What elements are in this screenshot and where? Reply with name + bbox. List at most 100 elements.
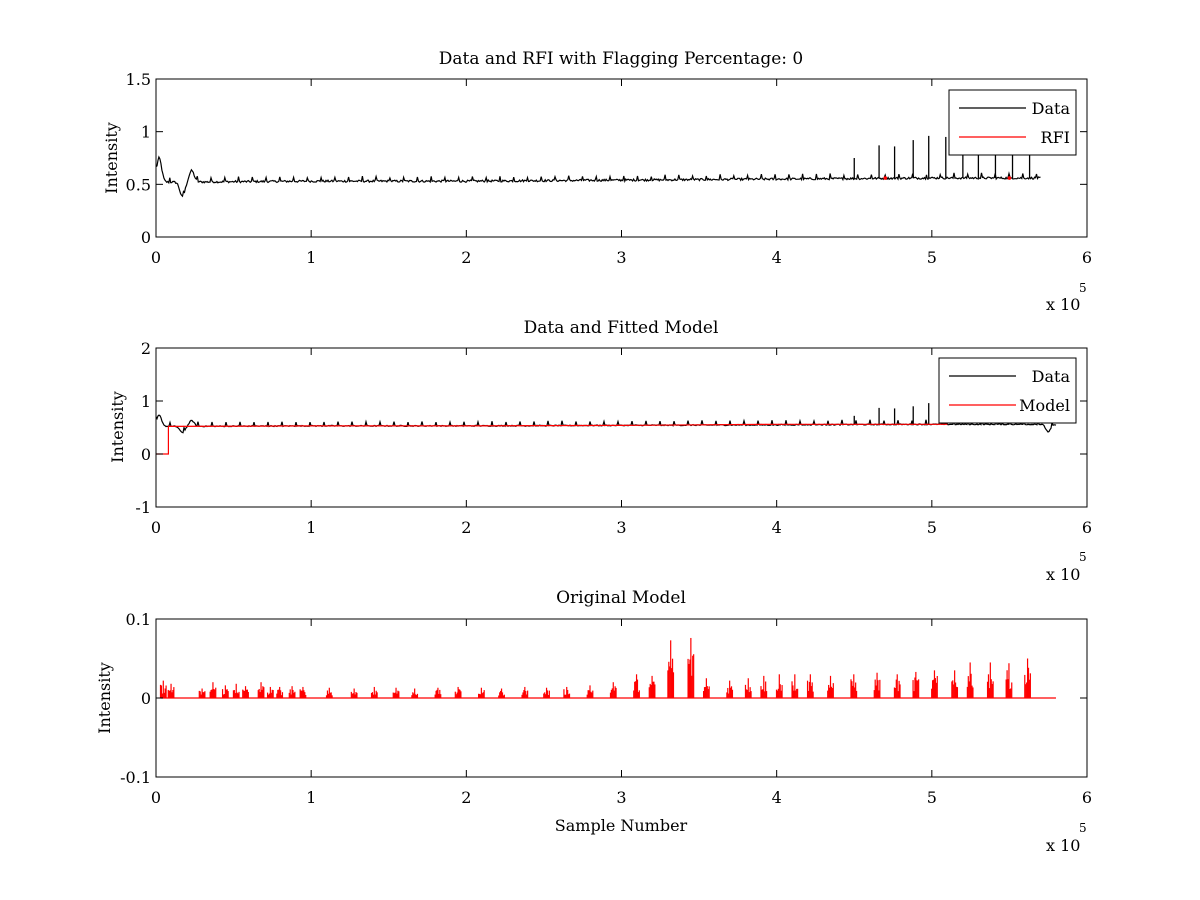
- panel-2-xtick-label-3: 3: [616, 518, 626, 537]
- panel-3-spike-cluster-36: [806, 674, 814, 698]
- panel-3-spike-cluster-4: [221, 685, 229, 698]
- panel-2-traces: [156, 403, 1057, 455]
- panel-1-legend-label-1: RFI: [1041, 128, 1070, 147]
- panel-2-ylabel: Intensity: [108, 391, 127, 463]
- panel-3-spike-cluster-19: [477, 687, 485, 698]
- panel-3-spike-cluster-8: [266, 686, 274, 698]
- panel-3-xtick-label-2: 2: [461, 788, 471, 807]
- panel-3-traces: [159, 637, 1056, 699]
- panel-3-spike-cluster-28: [667, 640, 675, 698]
- panel-2-xtick-label-6: 6: [1082, 518, 1092, 537]
- panel-3-spike-cluster-13: [350, 688, 358, 698]
- panel-2-series-model-line: [156, 423, 948, 455]
- panel-3-spike-cluster-43: [951, 670, 959, 698]
- panel-2-legend: Data Model: [938, 357, 1077, 424]
- panel-2-xtick-label-2: 2: [461, 518, 471, 537]
- panel-1-xtick-label-4: 4: [772, 248, 782, 267]
- panel-1-xtick-label-3: 3: [616, 248, 626, 267]
- panel-3-spike-cluster-24: [586, 685, 594, 698]
- panel-1-x-multiplier: x 10: [1046, 295, 1080, 314]
- panel-3-spike-cluster-6: [242, 686, 249, 698]
- panel-3-plot-area: 0 1 2 3 4 5 6-0.100.1: [120, 610, 1092, 807]
- panel-1-xtick-label-5: 5: [927, 248, 937, 267]
- panel-1-xtick-label-2: 2: [461, 248, 471, 267]
- panel-3-spike-cluster-5: [232, 683, 240, 698]
- panel-2-xtick-label-1: 1: [306, 518, 316, 537]
- panel-1-series-rfi-point-1: [1007, 176, 1012, 180]
- panel-3-xlabel: Sample Number: [555, 816, 688, 835]
- panel-3-xtick-label-6: 6: [1082, 788, 1092, 807]
- panel-1-title: Data and RFI with Flagging Percentage: 0: [439, 49, 803, 69]
- panel-1-legend-label-0: Data: [1032, 99, 1071, 118]
- panel-3-spike-cluster-40: [893, 674, 901, 698]
- panel-3-spike-cluster-31: [726, 680, 734, 698]
- panel-3-spike-cluster-41: [912, 671, 920, 698]
- panel-3-spike-cluster-23: [563, 686, 571, 698]
- panel-3-spike-cluster-10: [288, 686, 296, 698]
- panel-3-xtick-label-5: 5: [927, 788, 937, 807]
- panel-3-spike-cluster-2: [198, 688, 206, 698]
- panel-1-ytick-label-3: 1.5: [126, 70, 151, 89]
- panel-3-spike-cluster-14: [370, 686, 378, 698]
- panel-1-x-multiplier-exponent: 5: [1079, 281, 1087, 295]
- panel-3-title: Original Model: [556, 588, 686, 608]
- panel-2-title: Data and Fitted Model: [524, 318, 719, 338]
- panel-3-spike-cluster-37: [827, 675, 834, 698]
- panel-3-xtick-label-0: 0: [151, 788, 161, 807]
- panel-3-spike-cluster-7: [257, 682, 265, 698]
- panel-1-plot-area: 0 1 2 3 4 5 6 0 0.5 1 1.5 Data RFI: [126, 70, 1093, 267]
- panel-3-spike-cluster-34: [775, 674, 783, 698]
- panel-3-spike-cluster-9: [276, 686, 284, 698]
- panel-3-spike-cluster-25: [609, 682, 617, 698]
- panel-3-spike-cluster-32: [744, 678, 752, 698]
- panel-3-spike-cluster-1: [167, 683, 175, 698]
- panel-3-spike-cluster-47: [1024, 658, 1031, 698]
- panel-3-spike-cluster-46: [1005, 663, 1013, 698]
- panel-3-ytick-label-2: 0.1: [126, 610, 151, 629]
- panel-1-ytick-label-2: 1: [141, 123, 151, 142]
- panel-3-ytick-label-0: -0.1: [120, 768, 151, 787]
- panel-3-spike-cluster-20: [498, 688, 505, 698]
- panel-1-ytick-label-1: 0.5: [126, 175, 151, 194]
- panel-2-x-multiplier-exponent: 5: [1079, 550, 1087, 564]
- panel-1-ylabel: Intensity: [102, 122, 121, 194]
- panel-3-spike-cluster-42: [931, 670, 938, 698]
- panel-3-ylabel: Intensity: [95, 662, 114, 734]
- panel-2-ytick-label-2: 1: [141, 392, 151, 411]
- panel-3-spike-cluster-33: [760, 675, 768, 698]
- panel-3-xtick-label-1: 1: [306, 788, 316, 807]
- panel-1-traces: [156, 135, 1041, 198]
- panel-3-spike-cluster-35: [791, 674, 799, 698]
- panel-3-spike-cluster-16: [411, 688, 419, 698]
- panel-1-series-rfi-point-0: [883, 176, 888, 180]
- panel-3-spike-cluster-44: [966, 662, 974, 698]
- panel-2-xtick-label-0: 0: [151, 518, 161, 537]
- panel-3-spike-cluster-30: [702, 678, 710, 698]
- panel-3-spike-cluster-22: [543, 687, 550, 698]
- panel-1-xtick-label-0: 0: [151, 248, 161, 267]
- panel-3-x-multiplier-exponent: 5: [1079, 821, 1087, 835]
- panel-3-spike-cluster-17: [434, 687, 442, 698]
- panel-3-spike-cluster-39: [873, 672, 881, 698]
- panel-2-ytick-label-1: 0: [141, 445, 151, 464]
- panel-2: Data and Fitted Model Intensity 0 1 2 3 4 5 6 -…: [108, 318, 1092, 584]
- panel-2-x-multiplier: x 10: [1046, 565, 1080, 584]
- panel-1-xtick-label-6: 6: [1082, 248, 1092, 267]
- panel-3-spike-cluster-38: [850, 674, 858, 698]
- panel-2-ytick-label-0: -1: [135, 498, 151, 517]
- panel-3: Original Model Intensity 0 1 2 3 4 5 6-0.100.1…: [95, 588, 1092, 855]
- panel-3-ytick-label-1: 0: [141, 689, 151, 708]
- panel-3-spike-cluster-27: [648, 675, 656, 698]
- panel-2-ytick-label-3: 2: [141, 339, 151, 358]
- panel-3-spike-cluster-11: [299, 686, 307, 698]
- panel-3-xtick-label-4: 4: [772, 788, 782, 807]
- panel-2-xtick-label-5: 5: [927, 518, 937, 537]
- panel-3-spike-cluster-26: [633, 674, 640, 698]
- panel-3-x-multiplier: x 10: [1046, 836, 1080, 855]
- panel-1-series-data-line: [156, 155, 1041, 198]
- panel-2-legend-box: [938, 357, 1077, 424]
- panel-1-xtick-label-1: 1: [306, 248, 316, 267]
- panel-3-spike-cluster-0: [159, 680, 167, 698]
